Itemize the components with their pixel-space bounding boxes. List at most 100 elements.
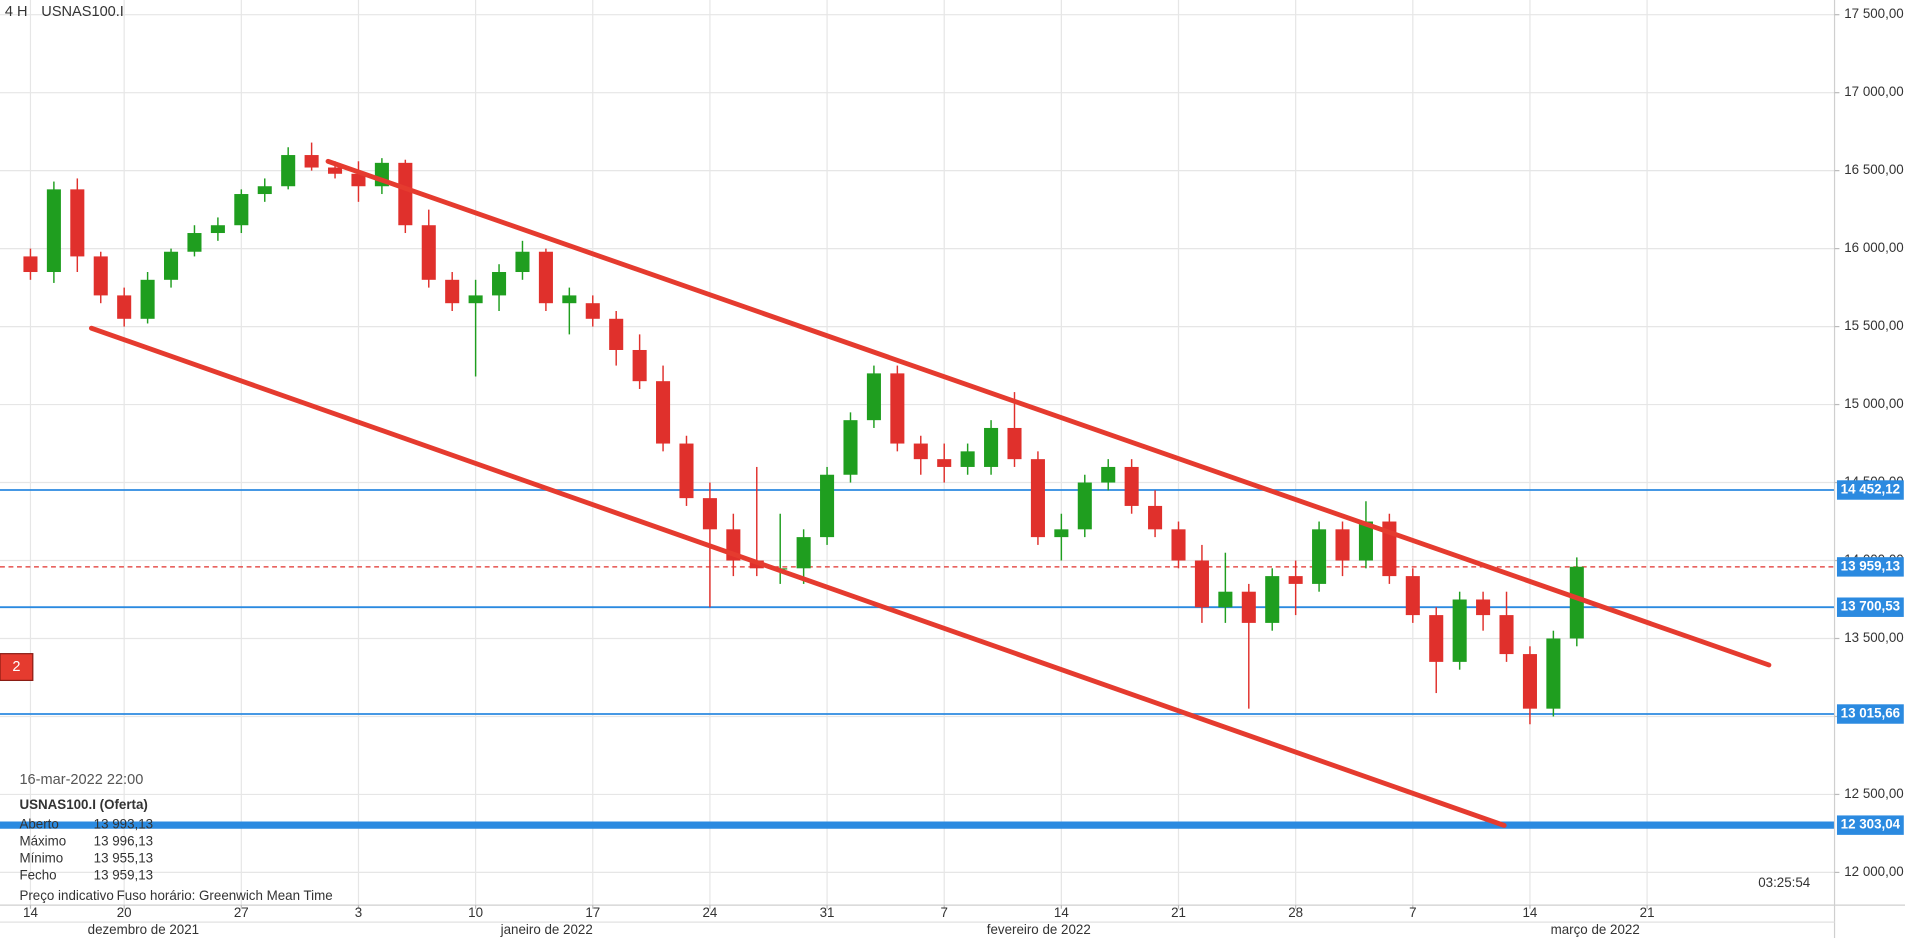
x-tick-label: 21: [1171, 905, 1186, 920]
info-label: Fecho: [19, 868, 56, 883]
candle-body: [1148, 505, 1163, 530]
level-label-box: [1836, 704, 1904, 724]
candle-body: [468, 295, 483, 304]
trendline[interactable]: [88, 325, 1507, 828]
level-label-box: [1836, 597, 1904, 617]
x-tick-label: 7: [1409, 905, 1416, 920]
level-label-box: [1836, 815, 1904, 835]
candle-body: [1124, 466, 1139, 506]
candle-body: [913, 443, 928, 460]
overlay: 4 H USNAS100.I 2 16-mar-2022 22:00 USNAS…: [0, 4, 1811, 903]
x-tick-label: 20: [117, 905, 132, 920]
candle-body: [1405, 576, 1420, 616]
x-tick-label: 27: [234, 905, 249, 920]
candle-body: [679, 443, 694, 499]
info-note: Preço indicativo: [19, 888, 113, 903]
candle-body: [1030, 459, 1045, 538]
badge[interactable]: 2: [12, 659, 20, 675]
candle-body: [257, 186, 272, 195]
info-label: Mínimo: [19, 851, 63, 866]
level-label: 14 452,12: [1841, 482, 1900, 497]
candle-body: [960, 451, 975, 467]
symbol: USNAS100.I: [41, 4, 124, 20]
candle-body: [1265, 576, 1280, 623]
candle-body: [117, 295, 132, 319]
x-tick-label: 28: [1288, 905, 1303, 920]
x-tick-label: 17: [585, 905, 600, 920]
y-tick-label: 16 500,00: [1844, 162, 1903, 177]
x-tick-label: 31: [820, 905, 835, 920]
x-tick-label: 14: [1523, 905, 1538, 920]
month-label: janeiro de 2022: [500, 922, 593, 937]
info-symbol: USNAS100.I (Oferta): [19, 797, 147, 812]
candle-body: [1358, 521, 1373, 561]
candle-body: [1194, 560, 1209, 608]
candle-body: [1171, 529, 1186, 561]
candle-body: [585, 303, 600, 319]
month-label: dezembro de 2021: [88, 922, 199, 937]
candle-body: [984, 427, 999, 467]
candle-body: [1241, 591, 1256, 623]
candle-body: [351, 173, 366, 187]
candle-body: [281, 155, 296, 187]
candle-body: [820, 474, 835, 538]
candle-body: [632, 349, 647, 382]
candle-body: [234, 194, 249, 226]
x-tick-label: 3: [355, 905, 362, 920]
info-value: 13 955,13: [94, 851, 153, 866]
x-tick-label: 14: [23, 905, 38, 920]
level-label: 13 015,66: [1841, 706, 1900, 721]
candle-body: [1546, 638, 1561, 709]
candle-body: [702, 498, 717, 530]
grid: [0, 0, 1835, 906]
y-tick-label: 15 000,00: [1844, 396, 1903, 411]
candle-body: [1007, 427, 1022, 460]
candle-body: [445, 279, 460, 304]
y-tick-label: 13 500,00: [1844, 630, 1903, 645]
x-tick-label: 10: [468, 905, 483, 920]
candle-body: [866, 373, 881, 421]
level-label: 13 700,53: [1841, 599, 1900, 614]
candle-body: [796, 537, 811, 569]
candle-body: [843, 420, 858, 475]
info-label: Aberto: [19, 817, 58, 832]
info-label: Máximo: [19, 834, 66, 849]
trendline[interactable]: [325, 158, 1772, 668]
candle-body: [328, 167, 343, 174]
info-value: 13 959,13: [94, 868, 153, 883]
candle-body: [1288, 576, 1303, 584]
candle-body: [421, 225, 436, 280]
level-label: 12 303,04: [1841, 817, 1901, 832]
candle-body: [1335, 529, 1350, 561]
info-datetime: 16-mar-2022 22:00: [19, 772, 143, 788]
candle-body: [164, 251, 179, 280]
candle-body: [1522, 654, 1537, 709]
candle-body: [656, 381, 671, 444]
candle-body: [1452, 599, 1467, 662]
candle-body: [70, 189, 85, 257]
info-timezone: Fuso horário: Greenwich Mean Time: [117, 888, 333, 903]
x-tick-label: 7: [940, 905, 947, 920]
candle-body: [46, 189, 61, 273]
candle-body: [398, 162, 413, 226]
candle-body: [937, 459, 952, 467]
candle-body: [890, 373, 905, 444]
candle-body: [538, 251, 553, 304]
badge-box[interactable]: [0, 653, 34, 682]
candle-body: [304, 155, 319, 168]
y-tick-label: 12 000,00: [1844, 864, 1903, 879]
candle-body: [562, 295, 577, 304]
candle-body: [23, 256, 38, 273]
candle-body: [1218, 591, 1233, 608]
info-value: 13 993,13: [94, 817, 153, 832]
levels: [0, 489, 1835, 829]
candle-body: [1429, 615, 1444, 662]
candles: [23, 142, 1584, 725]
candle-body: [492, 272, 507, 296]
candle-body: [1499, 615, 1514, 655]
level-label-box: [1836, 480, 1904, 500]
month-label: fevereiro de 2022: [987, 922, 1091, 937]
candle-body: [93, 256, 108, 296]
candle-body: [187, 233, 202, 252]
